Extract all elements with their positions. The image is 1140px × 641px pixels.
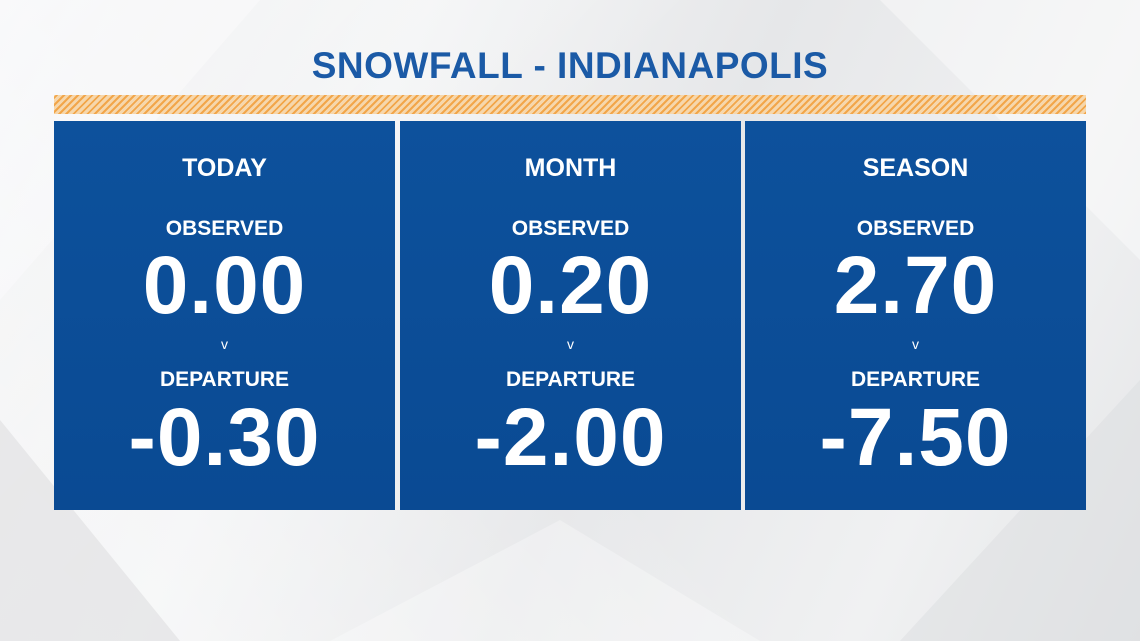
panel-heading: TODAY	[182, 154, 267, 182]
observed-label: OBSERVED	[511, 217, 630, 240]
observed-label: OBSERVED	[856, 217, 975, 240]
departure-value: -0.30	[128, 392, 321, 483]
panel-month: MONTH OBSERVED 0.20 v DEPARTURE -2.00	[400, 121, 741, 510]
panel-today: TODAY OBSERVED 0.00 v DEPARTURE -0.30	[54, 121, 395, 510]
departure-label: DEPARTURE	[159, 368, 290, 391]
separator-glyph: v	[912, 336, 919, 352]
panel-heading: MONTH	[524, 154, 617, 182]
stats-panels: TODAY OBSERVED 0.00 v DEPARTURE -0.30 MO…	[54, 121, 1086, 510]
decorative-stripe-bar	[54, 95, 1086, 114]
panel-season: SEASON OBSERVED 2.70 v DEPARTURE -7.50	[745, 121, 1086, 510]
departure-label: DEPARTURE	[850, 368, 981, 391]
separator-glyph: v	[567, 336, 574, 352]
departure-value: -2.00	[474, 392, 667, 483]
departure-label: DEPARTURE	[505, 368, 636, 391]
panel-heading: SEASON	[862, 154, 969, 182]
page-title: SNOWFALL - INDIANAPOLIS	[311, 45, 829, 86]
observed-label: OBSERVED	[165, 217, 284, 240]
observed-value: 2.70	[833, 240, 998, 331]
departure-value: -7.50	[819, 392, 1012, 483]
separator-glyph: v	[221, 336, 228, 352]
observed-value: 0.20	[488, 240, 653, 331]
observed-value: 0.00	[142, 240, 307, 331]
